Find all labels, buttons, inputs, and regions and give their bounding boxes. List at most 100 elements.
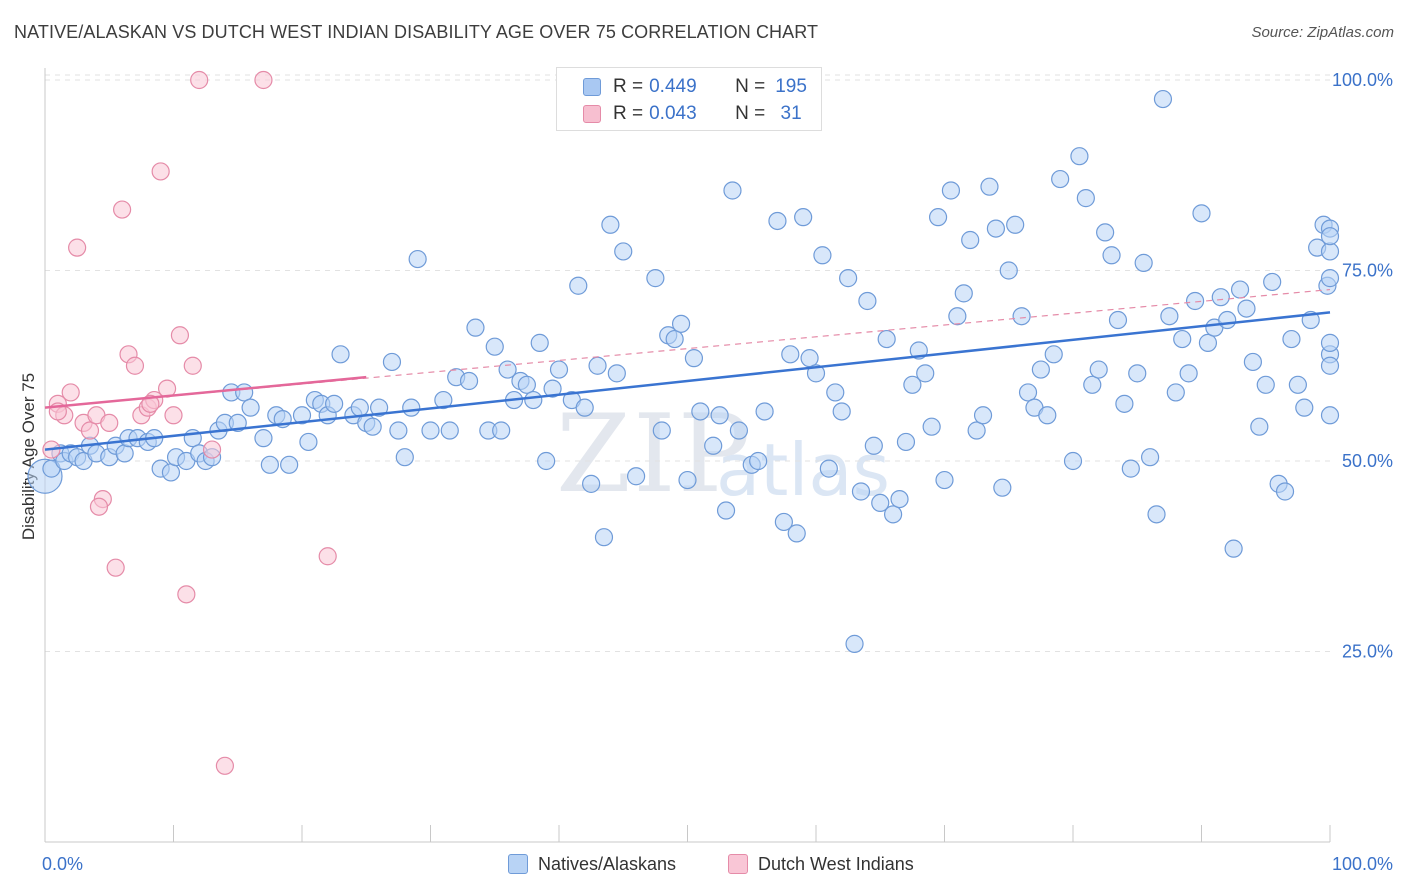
point-natives — [646, 269, 665, 288]
point-natives — [594, 528, 614, 547]
point-natives — [671, 314, 691, 333]
point-natives — [325, 394, 344, 413]
point-natives — [280, 455, 299, 474]
point-natives — [961, 230, 980, 250]
point-natives — [517, 375, 536, 394]
legend-swatch-dutch-west-indians — [728, 854, 748, 874]
point-natives — [993, 478, 1012, 497]
point-natives — [241, 398, 260, 417]
point-natives — [421, 421, 440, 440]
point-natives — [402, 398, 421, 417]
point-natives — [1063, 451, 1083, 471]
point-natives — [1192, 204, 1211, 223]
point-natives — [781, 345, 800, 364]
legend-item-dutch-west-indians: Dutch West Indians — [728, 850, 914, 878]
point-natives — [839, 269, 858, 288]
point-dutch-west-indians — [106, 558, 125, 577]
point-natives — [1018, 383, 1038, 402]
point-natives — [1128, 364, 1147, 383]
point-natives — [916, 364, 935, 383]
point-dutch-west-indians — [68, 238, 87, 257]
point-natives — [941, 181, 961, 200]
point-natives — [883, 505, 903, 524]
point-natives — [363, 417, 382, 436]
point-natives — [1160, 307, 1179, 326]
point-natives — [543, 379, 562, 398]
point-dutch-west-indians — [318, 547, 337, 566]
point-natives — [755, 402, 774, 421]
point-dutch-west-indians — [183, 356, 202, 375]
x-tick-label: 100.0% — [1332, 854, 1393, 874]
point-natives — [967, 421, 986, 440]
legend-row-natives: R = 0.449 N = 195 — [583, 74, 807, 100]
point-natives — [1263, 272, 1282, 292]
point-natives — [292, 406, 312, 425]
point-natives — [524, 390, 543, 410]
point-natives — [466, 318, 485, 337]
point-natives — [954, 284, 973, 303]
point-natives — [794, 208, 813, 227]
point-natives — [826, 383, 845, 402]
legend-r-label: R = — [613, 103, 644, 124]
point-natives — [382, 352, 402, 372]
point-natives — [1070, 147, 1089, 166]
point-natives — [691, 402, 710, 421]
point-dutch-west-indians — [202, 440, 222, 459]
point-natives — [832, 402, 851, 421]
point-natives — [1051, 169, 1070, 189]
point-natives — [1282, 329, 1301, 349]
point-natives — [986, 219, 1006, 238]
point-natives — [1320, 356, 1340, 375]
point-natives — [537, 451, 556, 471]
point-natives — [665, 329, 684, 349]
point-natives — [434, 390, 453, 410]
point-natives — [684, 349, 704, 368]
point-natives — [749, 451, 768, 471]
point-natives — [1250, 417, 1269, 436]
point-natives — [1179, 364, 1198, 383]
point-natives — [389, 421, 408, 440]
point-natives — [948, 307, 967, 326]
point-natives — [1038, 406, 1057, 425]
point-natives — [903, 375, 922, 394]
point-natives — [858, 291, 877, 311]
point-natives — [395, 448, 414, 467]
point-natives — [1198, 333, 1218, 352]
point-dutch-west-indians — [151, 162, 170, 181]
point-natives — [485, 337, 504, 356]
legend-label-dutch-west-indians: Dutch West Indians — [758, 853, 914, 874]
point-natives — [299, 432, 318, 452]
point-natives — [254, 429, 273, 448]
point-natives — [806, 364, 826, 383]
point-natives — [851, 482, 871, 501]
point-natives — [1083, 375, 1102, 394]
point-natives — [1089, 360, 1108, 379]
point-natives — [228, 413, 247, 432]
point-natives — [896, 432, 916, 452]
point-natives — [331, 345, 350, 364]
point-dutch-west-indians — [215, 756, 234, 775]
y-tick-label: 100.0% — [1332, 70, 1393, 90]
legend-label-natives: Natives/Alaskans — [538, 853, 677, 874]
point-natives — [370, 398, 389, 417]
point-natives — [819, 459, 838, 478]
point-natives — [922, 417, 941, 436]
chart-source: Source: ZipAtlas.com — [1251, 24, 1394, 41]
chart-title: NATIVE/ALASKAN VS DUTCH WEST INDIAN DISA… — [14, 22, 819, 42]
legend-n-label: N = — [735, 103, 766, 124]
point-natives — [235, 383, 254, 402]
legend-item-natives: Natives/Alaskans — [508, 850, 676, 878]
point-natives — [498, 360, 517, 379]
point-natives — [710, 406, 729, 425]
legend-r-label: R = — [613, 76, 644, 97]
point-natives — [1230, 280, 1250, 299]
point-natives — [607, 364, 626, 383]
point-natives — [1147, 505, 1166, 524]
point-natives — [1275, 482, 1295, 501]
point-dutch-west-indians — [254, 70, 273, 90]
point-natives — [408, 249, 427, 269]
point-natives — [492, 421, 511, 440]
legend-swatch-natives — [583, 78, 601, 96]
point-natives — [1153, 89, 1173, 109]
point-natives — [1096, 223, 1115, 242]
